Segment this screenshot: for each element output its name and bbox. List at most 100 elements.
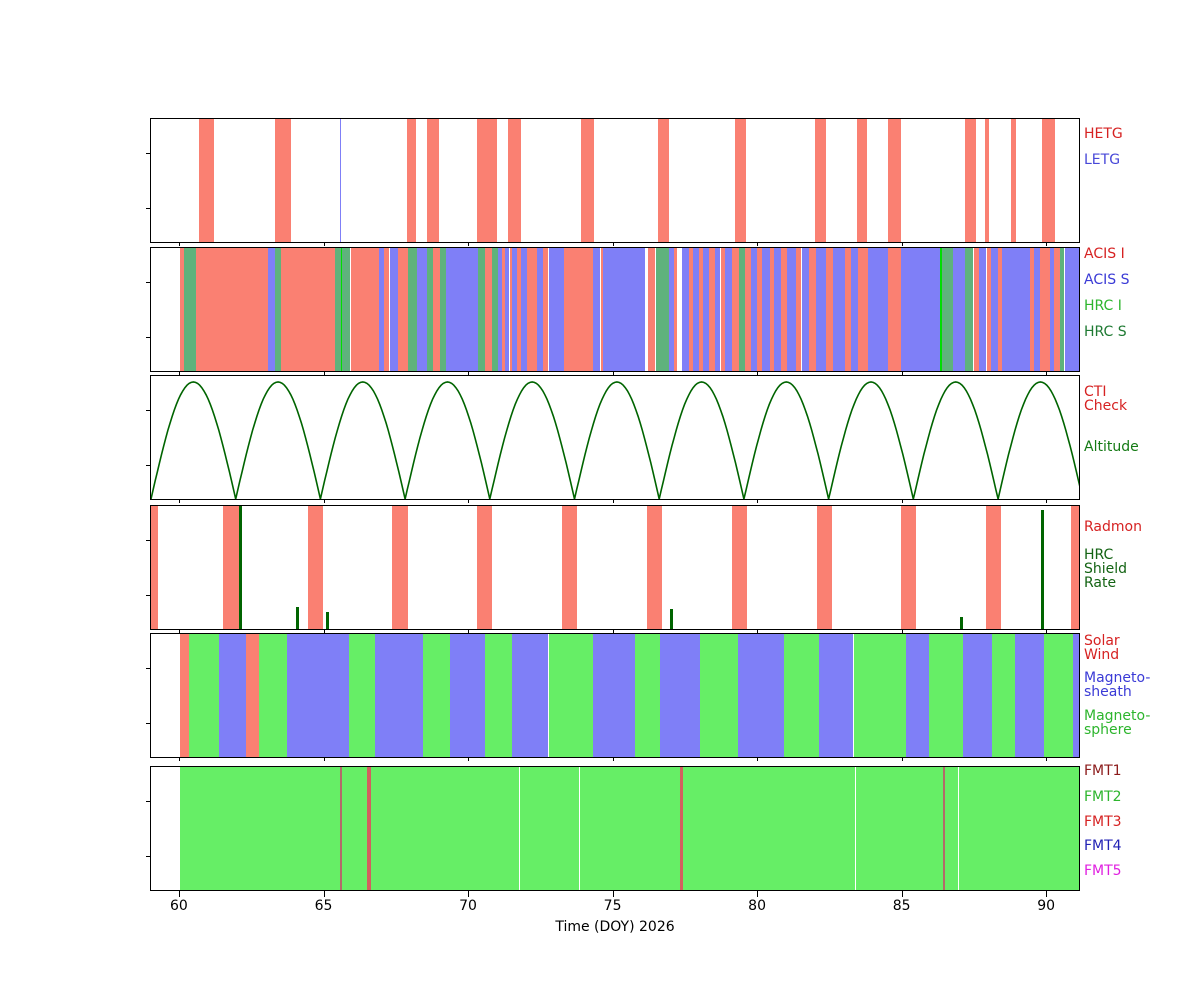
x-tick	[1046, 243, 1048, 246]
interval-bar	[698, 248, 704, 371]
interval-bar	[526, 248, 537, 371]
y-tick	[146, 153, 150, 154]
interval-bar	[731, 506, 747, 629]
x-tick	[1046, 758, 1048, 761]
interval-bar	[781, 248, 787, 371]
legend-altitude: Altitude	[1084, 439, 1139, 455]
interval-bar	[645, 248, 649, 371]
interval-bar	[392, 506, 408, 629]
interval-bar	[445, 248, 478, 371]
interval-bar	[600, 248, 604, 371]
interval-bar	[580, 119, 594, 242]
panel-radmon	[150, 505, 1080, 630]
x-tick	[901, 243, 903, 246]
interval-bar	[427, 119, 439, 242]
legend-fmt3: FMT3	[1084, 814, 1122, 830]
x-tick	[612, 372, 614, 375]
interval-bar	[943, 767, 946, 890]
interval-bar	[979, 248, 987, 371]
x-tick	[612, 500, 614, 503]
x-tick	[468, 891, 469, 897]
interval-bar	[1060, 248, 1065, 371]
interval-bar	[512, 248, 517, 371]
x-tick	[178, 500, 180, 503]
interval-bar	[521, 248, 527, 371]
interval-bar	[998, 248, 1003, 371]
interval-bar	[973, 248, 980, 371]
x-tick	[323, 891, 325, 897]
interval-bar	[700, 634, 738, 757]
x-tick	[612, 243, 614, 246]
x-tick	[757, 630, 759, 633]
interval-bar	[1034, 248, 1040, 371]
interval-bar	[195, 248, 269, 371]
x-tick-label: 70	[459, 898, 477, 914]
interval-bar	[307, 506, 323, 629]
legend-cti-check: CTI Check	[1084, 384, 1128, 414]
interval-bar	[375, 634, 423, 757]
legend-acis-s: ACIS S	[1084, 272, 1130, 288]
x-tick	[1046, 372, 1048, 375]
interval-bar	[674, 248, 678, 371]
interval-bar	[992, 634, 1016, 757]
interval-bar	[888, 248, 902, 371]
interval-bar	[407, 119, 416, 242]
interval-bar	[484, 248, 493, 371]
interval-bar	[274, 119, 291, 242]
legend-fmt5: FMT5	[1084, 863, 1122, 879]
interval-bar	[709, 248, 715, 371]
shield-rate-spike	[239, 506, 243, 629]
interval-bar	[784, 634, 819, 757]
x-tick	[1046, 500, 1048, 503]
shield-rate-spike	[326, 611, 330, 629]
x-tick	[468, 630, 469, 633]
interval-bar	[855, 767, 857, 890]
y-tick	[146, 282, 150, 283]
interval-bar	[432, 248, 441, 371]
interval-bar	[477, 248, 485, 371]
interval-bar	[857, 248, 868, 371]
interval-bar	[850, 248, 858, 371]
interval-bar	[940, 248, 942, 371]
interval-bar	[281, 248, 335, 371]
interval-bar	[199, 119, 214, 242]
shield-rate-spike	[295, 606, 299, 629]
interval-bar	[963, 634, 993, 757]
interval-bar	[957, 767, 960, 890]
interval-bar	[818, 634, 854, 757]
interval-bar	[1054, 248, 1061, 371]
interval-bar	[964, 248, 974, 371]
interval-bar	[953, 248, 965, 371]
interval-bar	[901, 506, 917, 629]
y-tick	[146, 465, 150, 466]
interval-bar	[815, 248, 826, 371]
interval-bar	[1050, 248, 1055, 371]
interval-bar	[367, 767, 372, 890]
panel-grating	[150, 118, 1080, 243]
interval-bar	[259, 634, 287, 757]
interval-bar	[724, 248, 733, 371]
y-tick	[146, 801, 150, 802]
x-tick	[757, 758, 759, 761]
x-tick-label: 85	[892, 898, 911, 914]
interval-bar	[739, 248, 746, 371]
x-tick	[901, 500, 903, 503]
interval-bar	[427, 248, 433, 371]
x-tick	[468, 758, 469, 761]
x-tick	[1046, 891, 1048, 897]
interval-bar	[688, 248, 693, 371]
interval-bar	[509, 248, 513, 371]
x-tick-label: 60	[169, 898, 188, 914]
legend-magnetosheath: Magneto- sheath	[1084, 670, 1151, 700]
interval-bar	[542, 248, 549, 371]
interval-bar	[1064, 248, 1079, 371]
x-tick	[323, 500, 325, 503]
interval-bar	[853, 634, 906, 757]
interval-bar	[1029, 248, 1035, 371]
legend-magnetosphere: Magneto- sphere	[1084, 708, 1151, 738]
interval-bar	[679, 767, 683, 890]
interval-bar	[1002, 248, 1030, 371]
interval-bar	[1070, 506, 1079, 629]
interval-bar	[887, 119, 901, 242]
legend-hrc-s: HRC S	[1084, 324, 1127, 340]
